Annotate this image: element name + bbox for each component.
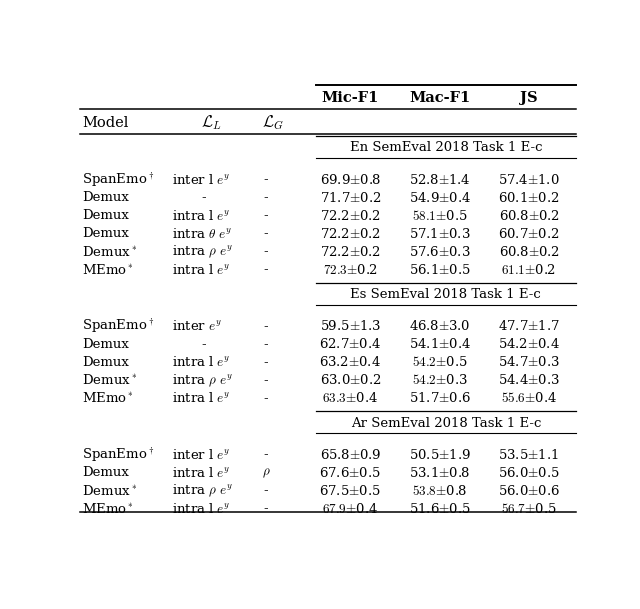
Text: intra l $e^y$: intra l $e^y$ <box>172 355 230 369</box>
Text: $\mathcal{L}_L$: $\mathcal{L}_L$ <box>201 113 222 132</box>
Text: Demux: Demux <box>83 338 129 351</box>
Text: -: - <box>264 374 268 387</box>
Text: $\mathcal{L}_G$: $\mathcal{L}_G$ <box>262 113 285 132</box>
Text: -: - <box>264 263 268 276</box>
Text: 53.1$\pm$0.8: 53.1$\pm$0.8 <box>409 466 470 480</box>
Text: intra l $e^y$: intra l $e^y$ <box>172 263 230 277</box>
Text: 51.7$\pm$0.6: 51.7$\pm$0.6 <box>408 392 470 406</box>
Text: -: - <box>264 227 268 240</box>
Text: 67.6$\pm$0.5: 67.6$\pm$0.5 <box>319 466 381 480</box>
Text: $\mathbf{58.1}$$\pm$0.5: $\mathbf{58.1}$$\pm$0.5 <box>412 209 467 223</box>
Text: $\mathbf{54.2}$$\pm$0.5: $\mathbf{54.2}$$\pm$0.5 <box>412 355 467 369</box>
Text: Ar SemEval 2018 Task 1 E-c: Ar SemEval 2018 Task 1 E-c <box>351 417 541 430</box>
Text: 72.2$\pm$0.2: 72.2$\pm$0.2 <box>320 245 381 259</box>
Text: Mac-F1: Mac-F1 <box>409 91 470 105</box>
Text: 65.8$\pm$0.9: 65.8$\pm$0.9 <box>319 448 381 462</box>
Text: 60.8$\pm$0.2: 60.8$\pm$0.2 <box>499 209 559 223</box>
Text: intra l $e^y$: intra l $e^y$ <box>172 392 230 406</box>
Text: 60.1$\pm$0.2: 60.1$\pm$0.2 <box>499 191 559 205</box>
Text: 54.9$\pm$0.4: 54.9$\pm$0.4 <box>408 191 470 205</box>
Text: -: - <box>264 209 268 222</box>
Text: 56.0$\pm$0.6: 56.0$\pm$0.6 <box>498 484 560 498</box>
Text: 46.8$\pm$3.0: 46.8$\pm$3.0 <box>409 319 470 333</box>
Text: $\mathbf{67.9}$$\pm$0.4: $\mathbf{67.9}$$\pm$0.4 <box>323 502 378 516</box>
Text: 54.7$\pm$0.3: 54.7$\pm$0.3 <box>498 355 560 369</box>
Text: -: - <box>264 191 268 204</box>
Text: -: - <box>264 356 268 369</box>
Text: Demux: Demux <box>83 191 129 204</box>
Text: Demux: Demux <box>83 466 129 479</box>
Text: -: - <box>264 338 268 351</box>
Text: -: - <box>202 338 206 351</box>
Text: inter l $e^y$: inter l $e^y$ <box>172 172 230 186</box>
Text: -: - <box>202 191 206 204</box>
Text: Demux$^*$: Demux$^*$ <box>83 245 138 259</box>
Text: intra $\theta$ $e^y$: intra $\theta$ $e^y$ <box>172 227 232 241</box>
Text: $\mathbf{61.1}$$\pm$0.2: $\mathbf{61.1}$$\pm$0.2 <box>501 263 556 277</box>
Text: intra $\rho$ $e^y$: intra $\rho$ $e^y$ <box>172 483 233 499</box>
Text: $\mathbf{54.2}$$\pm$0.3: $\mathbf{54.2}$$\pm$0.3 <box>412 373 467 387</box>
Text: $\mathbf{55.6}$$\pm$0.4: $\mathbf{55.6}$$\pm$0.4 <box>501 392 557 406</box>
Text: 47.7$\pm$1.7: 47.7$\pm$1.7 <box>498 319 560 333</box>
Text: 59.5$\pm$1.3: 59.5$\pm$1.3 <box>319 319 381 333</box>
Text: 51.6$\pm$0.5: 51.6$\pm$0.5 <box>409 502 470 516</box>
Text: intra $\rho$ $e^y$: intra $\rho$ $e^y$ <box>172 372 233 389</box>
Text: 50.5$\pm$1.9: 50.5$\pm$1.9 <box>408 448 470 462</box>
Text: 69.9$\pm$0.8: 69.9$\pm$0.8 <box>319 172 381 186</box>
Text: $\mathbf{72.3}$$\pm$0.2: $\mathbf{72.3}$$\pm$0.2 <box>323 263 378 277</box>
Text: 56.1$\pm$0.5: 56.1$\pm$0.5 <box>409 263 470 277</box>
Text: SpanEmo$^\dagger$: SpanEmo$^\dagger$ <box>83 171 155 189</box>
Text: 53.5$\pm$1.1: 53.5$\pm$1.1 <box>499 448 559 462</box>
Text: MEmo$^*$: MEmo$^*$ <box>83 502 134 516</box>
Text: 57.1$\pm$0.3: 57.1$\pm$0.3 <box>409 227 470 241</box>
Text: 57.6$\pm$0.3: 57.6$\pm$0.3 <box>409 245 470 259</box>
Text: intra l $e^y$: intra l $e^y$ <box>172 466 230 480</box>
Text: Demux$^*$: Demux$^*$ <box>83 484 138 498</box>
Text: 56.0$\pm$0.5: 56.0$\pm$0.5 <box>498 466 560 480</box>
Text: 63.0$\pm$0.2: 63.0$\pm$0.2 <box>320 373 381 387</box>
Text: 57.4$\pm$1.0: 57.4$\pm$1.0 <box>498 172 560 186</box>
Text: 63.2$\pm$0.4: 63.2$\pm$0.4 <box>319 355 381 369</box>
Text: 54.2$\pm$0.4: 54.2$\pm$0.4 <box>498 337 560 351</box>
Text: -: - <box>264 502 268 515</box>
Text: -: - <box>264 448 268 461</box>
Text: -: - <box>264 392 268 405</box>
Text: intra l $e^y$: intra l $e^y$ <box>172 209 230 223</box>
Text: Demux: Demux <box>83 227 129 240</box>
Text: inter $e^y$: inter $e^y$ <box>172 319 222 333</box>
Text: 52.8$\pm$1.4: 52.8$\pm$1.4 <box>409 172 470 186</box>
Text: $\mathbf{63.3}$$\pm$0.4: $\mathbf{63.3}$$\pm$0.4 <box>323 392 378 406</box>
Text: 62.7$\pm$0.4: 62.7$\pm$0.4 <box>319 337 381 351</box>
Text: Mic-F1: Mic-F1 <box>322 91 379 105</box>
Text: 71.7$\pm$0.2: 71.7$\pm$0.2 <box>320 191 381 205</box>
Text: $\mathbf{53.8}$$\pm$0.8: $\mathbf{53.8}$$\pm$0.8 <box>412 484 467 498</box>
Text: intra $\rho$ $e^y$: intra $\rho$ $e^y$ <box>172 244 233 260</box>
Text: 60.8$\pm$0.2: 60.8$\pm$0.2 <box>499 245 559 259</box>
Text: Demux: Demux <box>83 209 129 222</box>
Text: Es SemEval 2018 Task 1 E-c: Es SemEval 2018 Task 1 E-c <box>351 288 541 301</box>
Text: 60.7$\pm$0.2: 60.7$\pm$0.2 <box>499 227 559 241</box>
Text: -: - <box>264 320 268 333</box>
Text: SpanEmo$^\dagger$: SpanEmo$^\dagger$ <box>83 446 155 464</box>
Text: Demux: Demux <box>83 356 129 369</box>
Text: -: - <box>264 484 268 498</box>
Text: -: - <box>264 245 268 258</box>
Text: 72.2$\pm$0.2: 72.2$\pm$0.2 <box>320 227 381 241</box>
Text: -: - <box>264 173 268 186</box>
Text: 67.5$\pm$0.5: 67.5$\pm$0.5 <box>319 484 381 498</box>
Text: SpanEmo$^\dagger$: SpanEmo$^\dagger$ <box>83 317 155 336</box>
Text: $\rho$: $\rho$ <box>262 466 270 479</box>
Text: JS: JS <box>520 91 538 105</box>
Text: 54.4$\pm$0.3: 54.4$\pm$0.3 <box>498 373 560 387</box>
Text: MEmo$^*$: MEmo$^*$ <box>83 263 134 277</box>
Text: MEmo$^*$: MEmo$^*$ <box>83 392 134 406</box>
Text: $\mathbf{56.7}$$\pm$0.5: $\mathbf{56.7}$$\pm$0.5 <box>501 502 557 516</box>
Text: 54.1$\pm$0.4: 54.1$\pm$0.4 <box>408 337 470 351</box>
Text: Model: Model <box>83 116 129 130</box>
Text: En SemEval 2018 Task 1 E-c: En SemEval 2018 Task 1 E-c <box>349 141 542 155</box>
Text: Demux$^*$: Demux$^*$ <box>83 373 138 387</box>
Text: 72.2$\pm$0.2: 72.2$\pm$0.2 <box>320 209 381 223</box>
Text: intra l $e^y$: intra l $e^y$ <box>172 502 230 516</box>
Text: inter l $e^y$: inter l $e^y$ <box>172 448 230 462</box>
